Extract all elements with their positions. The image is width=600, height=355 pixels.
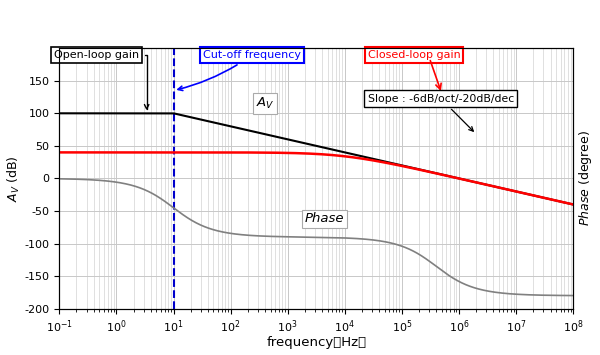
X-axis label: frequency（Hz）: frequency（Hz）	[266, 337, 367, 349]
Text: $A_V$: $A_V$	[256, 96, 274, 111]
Text: Closed-loop gain: Closed-loop gain	[368, 50, 460, 60]
Y-axis label: $Phase$ (degree): $Phase$ (degree)	[577, 130, 595, 226]
Y-axis label: $A_V$ (dB): $A_V$ (dB)	[5, 155, 22, 202]
Text: Cut-off frequency: Cut-off frequency	[178, 50, 301, 91]
Text: Phase: Phase	[305, 212, 344, 225]
Text: Open-loop gain: Open-loop gain	[54, 50, 149, 109]
Text: Slope : -6dB/oct/-20dB/dec: Slope : -6dB/oct/-20dB/dec	[368, 94, 514, 131]
